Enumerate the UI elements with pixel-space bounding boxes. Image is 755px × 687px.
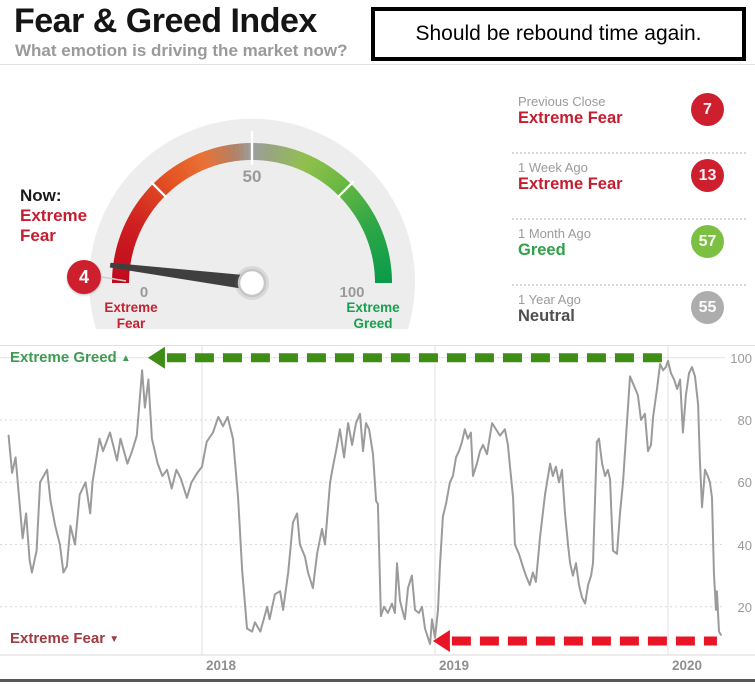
gauge-pivot: [237, 268, 267, 298]
history-chart: Extreme Greed ▲ Extreme Fear ▼ 100 80 60 40…: [0, 345, 755, 687]
chart-extreme-fear-label: Extreme Fear ▼: [10, 630, 120, 647]
gauge-scale-max: 100: [339, 284, 365, 301]
annotation-note: Should be rebound time again.: [371, 7, 746, 61]
x-axis-tick: 2019: [439, 658, 470, 673]
gauge-separator-tick: [149, 180, 168, 199]
history-chart-canvas: [0, 345, 755, 682]
history-row-label: 1 Week Ago: [518, 160, 588, 175]
gauge-now-status: Extreme Fear: [20, 206, 88, 245]
y-axis-tick: 80: [737, 413, 752, 428]
history-row-status: Extreme Fear: [518, 109, 623, 127]
down-triangle-icon: ▼: [109, 634, 120, 645]
history-row-value-badge: 55: [691, 291, 724, 324]
up-triangle-icon: ▲: [120, 353, 131, 364]
annotation-text: Should be rebound time again.: [415, 22, 702, 45]
chart-extreme-greed-label: Extreme Greed ▲: [10, 349, 131, 366]
history-row-status: Greed: [518, 241, 566, 259]
history-row-label: Previous Close: [518, 94, 606, 109]
page-title: Fear & Greed Index: [14, 2, 317, 40]
history-row-value-badge: 57: [691, 225, 724, 258]
greed-arrow-head: [147, 346, 165, 369]
gauge-now-label: Now:: [20, 186, 62, 205]
y-axis-tick: 60: [737, 475, 752, 491]
y-axis-tick: 40: [737, 537, 752, 553]
history-row: 1 Month Ago Greed 57: [512, 218, 746, 284]
gauge-value-badge: 4: [67, 260, 101, 294]
history-row: 1 Year Ago Neutral 55: [512, 284, 746, 350]
gauge-extreme-greed-label: Extreme Greed: [346, 300, 400, 331]
page-subtitle: What emotion is driving the market now?: [15, 41, 348, 60]
fear-greed-gauge: [89, 118, 415, 329]
gauge-scale-min: 0: [139, 284, 149, 301]
history-panel: Previous Close Extreme Fear 7 1 Week Ago Ext…: [512, 88, 746, 350]
history-row-label: 1 Year Ago: [518, 292, 581, 307]
history-row-value-badge: 13: [691, 159, 724, 192]
y-axis-tick: 100: [730, 350, 752, 366]
header-divider: [0, 64, 755, 65]
fear-arrow-head: [432, 629, 450, 652]
history-row: Previous Close Extreme Fear 7: [512, 88, 746, 152]
gauge-separator-tick: [336, 180, 355, 199]
y-axis-tick: 20: [737, 599, 752, 615]
history-row-status: Neutral: [518, 307, 575, 325]
gauge-badge-leader: [101, 276, 127, 282]
history-row-label: 1 Month Ago: [518, 226, 591, 241]
gauge-extreme-fear-label: Extreme Fear: [104, 300, 158, 331]
gauge-scale-mid: 50: [242, 167, 262, 186]
history-row-value-badge: 7: [691, 93, 724, 126]
history-row-status: Extreme Fear: [518, 175, 623, 193]
history-row: 1 Week Ago Extreme Fear 13: [512, 152, 746, 218]
x-axis-tick: 2020: [672, 658, 703, 673]
gauge-needle: [109, 262, 253, 291]
index-line-series: [7, 359, 722, 646]
x-axis-tick: 2018: [206, 658, 237, 673]
